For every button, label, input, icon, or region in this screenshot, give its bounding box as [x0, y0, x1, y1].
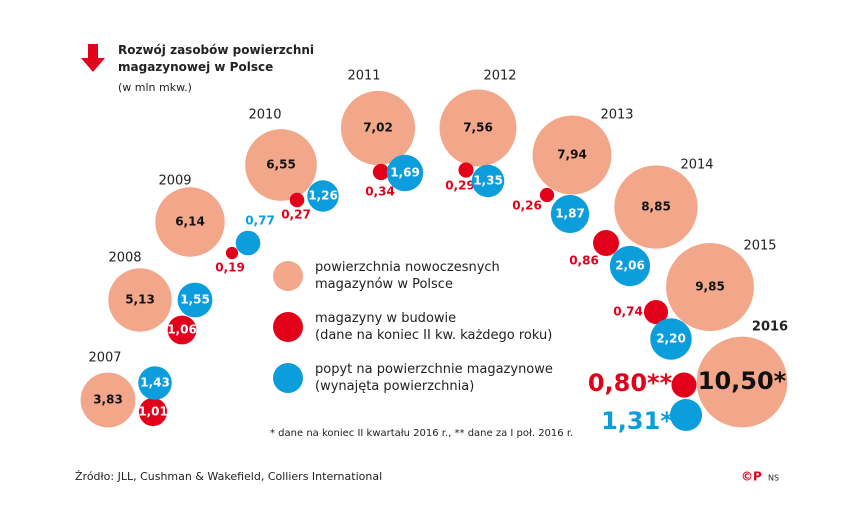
year-label: 2012	[483, 69, 516, 84]
value-label: 0,34	[365, 185, 395, 199]
value-label: 1,01	[138, 405, 168, 419]
year-label: 2016	[752, 320, 788, 335]
value-label: 1,26	[308, 189, 338, 203]
value-label: 6,55	[266, 158, 296, 172]
bubble	[80, 372, 136, 428]
bubble	[614, 165, 698, 249]
bubble	[167, 315, 197, 345]
bubble	[471, 164, 505, 198]
year-label: 2009	[158, 174, 191, 189]
bubble	[593, 230, 619, 256]
value-label: 1,87	[555, 207, 585, 221]
legend-swatch	[273, 363, 303, 393]
value-label: 1,06	[167, 323, 197, 337]
value-label: 1,35	[473, 174, 503, 188]
value-label: 8,85	[641, 200, 671, 214]
bubble	[177, 282, 213, 318]
bubble	[609, 245, 651, 287]
bubble	[532, 115, 612, 195]
bubble	[539, 187, 555, 203]
chart-title: Rozwój zasobów powierzchni magazynowej w…	[118, 43, 315, 74]
bubble	[307, 180, 339, 212]
bubble	[225, 246, 239, 260]
year-label: 2008	[108, 251, 141, 266]
bubble	[245, 129, 317, 201]
year-label: 2013	[600, 108, 633, 123]
value-label: 3,83	[93, 393, 123, 407]
bubble	[696, 336, 788, 428]
source: Źródło: JLL, Cushman & Wakefield, Collie…	[75, 470, 382, 483]
year-label: 2007	[88, 351, 121, 366]
bubble	[372, 163, 390, 181]
bubble	[671, 372, 697, 398]
value-label: 9,85	[695, 280, 725, 294]
legend-label: popyt na powierzchnie magazynowe (wynaję…	[315, 362, 553, 394]
bubble	[386, 154, 424, 192]
value-label: 0,86	[569, 254, 599, 268]
legend-swatch	[273, 312, 303, 342]
bubble	[643, 299, 669, 325]
value-label: 0,77	[245, 214, 275, 228]
credit: NS	[768, 474, 779, 483]
value-label: 1,31*	[601, 407, 673, 435]
year-label: 2011	[347, 69, 380, 84]
value-label: 1,43	[140, 376, 170, 390]
value-label: 0,29	[445, 179, 475, 193]
value-label: 0,19	[215, 261, 245, 275]
value-label: 0,27	[281, 208, 311, 222]
bubble	[550, 194, 590, 234]
value-label: 6,14	[175, 215, 205, 229]
value-label: 7,02	[363, 121, 393, 135]
value-label: 1,55	[180, 293, 210, 307]
footnote: * dane na koniec II kwartału 2016 r., **…	[270, 428, 573, 439]
legend-swatch	[273, 261, 303, 291]
value-label: 5,13	[125, 293, 155, 307]
year-label: 2015	[743, 239, 776, 254]
subtitle: (w mln mkw.)	[118, 81, 192, 94]
legend-label: powierzchnia nowoczesnych magazynów w Po…	[315, 260, 500, 292]
value-label: 2,06	[615, 259, 645, 273]
bubble	[666, 243, 754, 331]
bubble	[439, 89, 517, 167]
bubble	[138, 397, 168, 427]
bubble	[650, 318, 692, 360]
bubble	[138, 366, 172, 400]
bubble	[235, 230, 261, 256]
bubble	[458, 162, 474, 178]
bubble	[108, 268, 172, 332]
value-label: 0,26	[512, 199, 542, 213]
value-label: 7,94	[557, 148, 587, 162]
value-label: 2,20	[656, 332, 686, 346]
value-label: 10,50*	[698, 367, 787, 395]
value-label: 7,56	[463, 121, 493, 135]
value-label: 0,80**	[588, 369, 673, 397]
bubble	[340, 90, 416, 166]
year-label: 2010	[248, 108, 281, 123]
year-label: 2014	[680, 158, 713, 173]
bubble	[669, 398, 703, 432]
arrow-icon	[81, 44, 105, 72]
legend-label: magazyny w budowie (dane na koniec II kw…	[315, 311, 553, 343]
bubble	[289, 192, 305, 208]
value-label: 0,74	[613, 305, 643, 319]
bubble	[155, 187, 225, 257]
copyright: ©P	[741, 470, 762, 484]
value-label: 1,69	[390, 166, 420, 180]
